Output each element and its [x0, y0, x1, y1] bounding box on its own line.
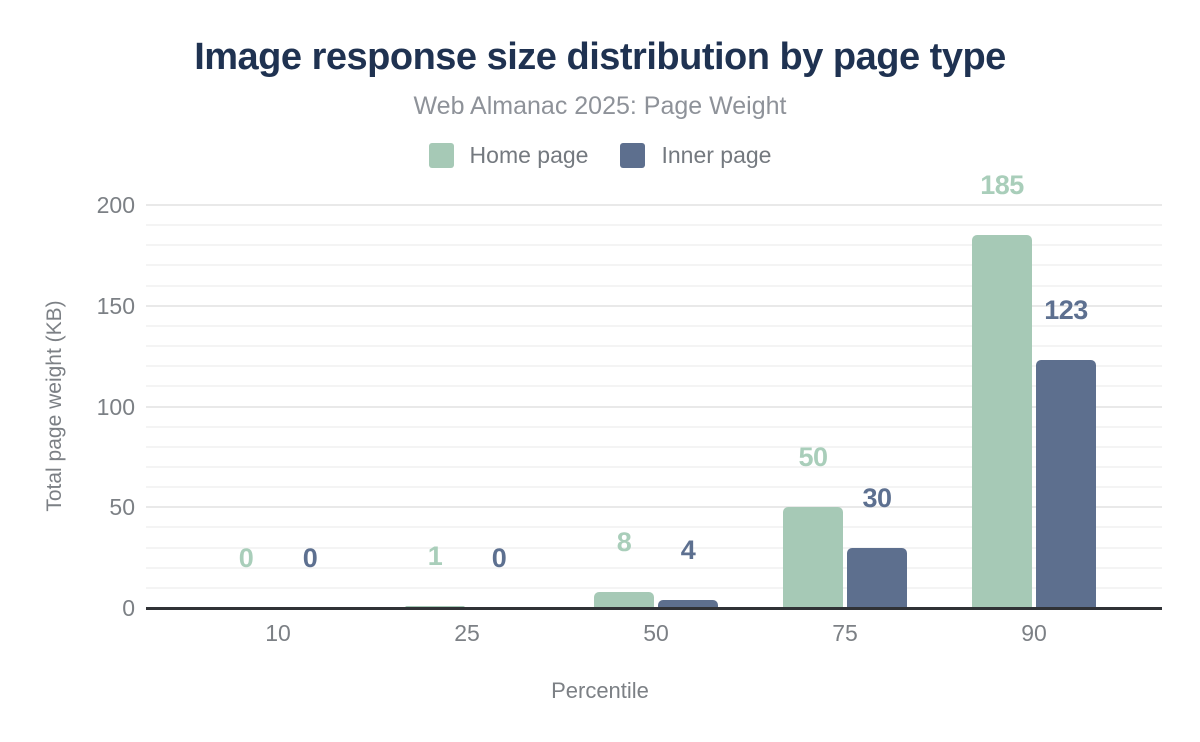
legend-swatch-home-page [428, 142, 454, 168]
gridline-minor [146, 465, 1162, 468]
bar-inner-page-p50 [658, 600, 718, 608]
gridline-major [146, 506, 1162, 509]
gridline-minor [146, 324, 1162, 327]
gridline-minor [146, 264, 1162, 267]
gridline-minor [146, 284, 1162, 287]
gridline-minor [146, 345, 1162, 348]
gridline-minor [146, 586, 1162, 589]
chart-title: Image response size distribution by page… [194, 36, 1006, 78]
bar-inner-page-p75 [847, 548, 907, 608]
value-label-inner-page-p75: 30 [862, 483, 892, 513]
x-tick-90: 90 [1021, 620, 1047, 646]
gridline-minor [146, 244, 1162, 247]
value-label-home-page-p50: 8 [616, 527, 632, 557]
x-axis-line [146, 607, 1162, 610]
value-label-inner-page-p25: 0 [491, 543, 507, 573]
gridline-minor [146, 526, 1162, 529]
gridline-minor [146, 224, 1162, 227]
gridline-major [146, 204, 1162, 206]
bar-home-page-p75 [783, 507, 843, 608]
value-label-home-page-p10: 0 [238, 543, 254, 573]
y-tick-150: 150 [96, 292, 135, 319]
legend: Home page Inner page [0, 141, 1200, 169]
x-tick-10: 10 [265, 620, 291, 646]
x-tick-50: 50 [643, 620, 669, 646]
gridline-minor [146, 486, 1162, 489]
legend-swatch-inner-page [620, 142, 646, 168]
gridline-minor [146, 385, 1162, 388]
value-label-home-page-p75: 50 [798, 442, 828, 472]
y-tick-50: 50 [109, 494, 135, 521]
chart-subtitle: Web Almanac 2025: Page Weight [413, 92, 787, 120]
bar-inner-page-p90 [1036, 360, 1096, 608]
value-label-inner-page-p90: 123 [1044, 295, 1088, 325]
gridline-minor [146, 445, 1162, 448]
y-tick-100: 100 [96, 393, 135, 420]
value-label-inner-page-p50: 4 [680, 535, 696, 565]
gridline-major [146, 304, 1162, 307]
gridline-minor [146, 566, 1162, 569]
x-tick-25: 25 [454, 620, 480, 646]
gridline-minor [146, 425, 1162, 428]
x-axis-title: Percentile [551, 678, 649, 703]
value-label-home-page-p25: 1 [427, 541, 443, 571]
gridline-minor [146, 365, 1162, 368]
legend-item-inner-page: Inner page [620, 142, 771, 169]
x-tick-75: 75 [832, 620, 858, 646]
legend-item-home-page: Home page [428, 141, 589, 169]
y-axis-title-text: Total page weight (KB) [43, 300, 66, 512]
bar-home-page-p90 [972, 235, 1032, 608]
y-tick-0: 0 [122, 595, 135, 621]
gridline-minor [146, 546, 1162, 549]
value-label-home-page-p90: 185 [980, 170, 1024, 200]
legend-label: Inner page [661, 141, 772, 168]
legend-label: Home page [469, 141, 589, 168]
value-label-inner-page-p10: 0 [302, 543, 318, 573]
gridline-major [146, 405, 1162, 408]
y-tick-200: 200 [96, 192, 135, 218]
bar-home-page-p50 [594, 592, 654, 608]
